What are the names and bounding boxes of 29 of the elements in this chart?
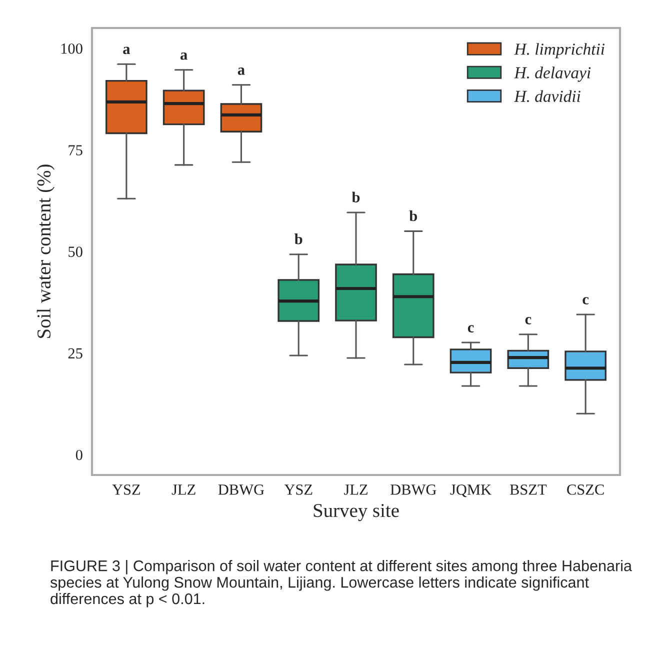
annotation: a <box>180 52 188 60</box>
annotation: a <box>123 46 130 54</box>
x-tick-label: DBWG <box>218 484 264 495</box>
y-axis-title: Soil water content (%) <box>36 164 54 338</box>
annotation: c <box>525 317 532 324</box>
annotation: b <box>409 210 418 222</box>
x-tick-label: YSZ <box>284 484 312 495</box>
annotation: a <box>238 68 245 75</box>
legend-label: H. delavayi <box>514 66 591 82</box>
annotation: c <box>468 325 474 332</box>
y-tick-label: 100 <box>61 43 82 54</box>
x-tick-label: DBWG <box>390 484 436 495</box>
x-tick-label: YSZ <box>112 484 140 495</box>
x-axis-title: Survey site <box>314 504 399 522</box>
x-tick-label: JQMK <box>450 484 492 498</box>
annotation: b <box>294 234 302 244</box>
caption: FIGURE 3 | Comparison of soil water content at different sites among three Habenaria species at Yulong Snow Mountain, Lijiang. Lowercase letters indicate significant differences at p < 0.01. <box>50 560 632 608</box>
legend-label: H. davidii <box>514 90 580 102</box>
y-tick-label: 0 <box>76 450 82 460</box>
x-tick-label: JLZ <box>344 484 368 495</box>
annotation: c <box>582 297 589 304</box>
y-tick-label: 75 <box>68 145 82 156</box>
x-tick-label: JLZ <box>172 484 196 495</box>
annotation: b <box>352 192 360 202</box>
legend-label: H. limprichtii <box>514 43 604 58</box>
x-tick-label: BSZT <box>510 484 547 495</box>
y-tick-label: 50 <box>68 246 82 257</box>
x-tick-label: CSZC <box>567 484 604 495</box>
y-tick-label: 25 <box>68 348 82 359</box>
